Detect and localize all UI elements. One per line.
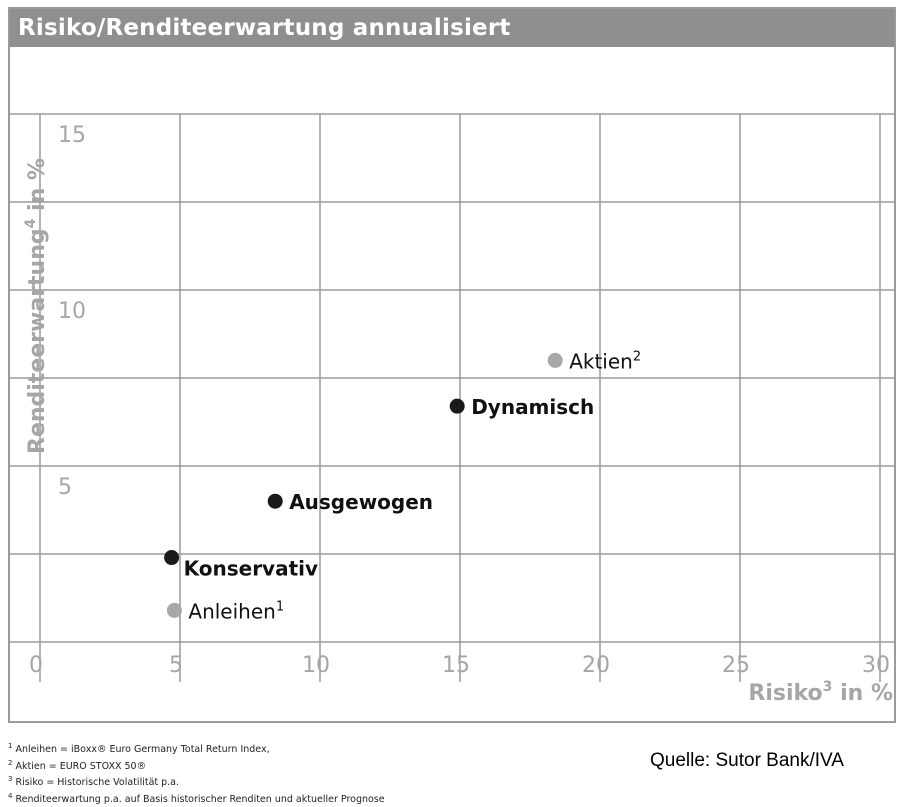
- x-axis-title-unit: in %: [832, 681, 893, 706]
- footnote-text: Renditeerwartung p.a. auf Basis historis…: [12, 794, 385, 806]
- source-note: Quelle: Sutor Bank/IVA: [650, 750, 844, 771]
- footnote-row: 1 Anleihen = iBoxx® Euro Germany Total R…: [8, 740, 385, 757]
- footnote-text: Risiko = Historische Volatilität p.a.: [12, 777, 180, 789]
- data-label-name: Aktien: [569, 349, 633, 373]
- x-axis-title: Risiko3 in %: [748, 679, 893, 706]
- y-axis-title-main: Renditeerwartung: [25, 228, 50, 454]
- x-tick-label: 25: [722, 653, 750, 678]
- x-tick-label: 5: [169, 653, 183, 678]
- x-tick-label: 15: [442, 653, 470, 678]
- data-point: [449, 398, 465, 414]
- data-point: [164, 550, 180, 566]
- data-points: Anleihen1 Konservativ Ausgewogen Dynamisch A…: [164, 349, 641, 623]
- footnote-marker: 1: [8, 742, 13, 750]
- x-tick-label: 30: [862, 653, 890, 678]
- footnote-row: 3 Risiko = Historische Volatilität p.a.: [8, 773, 385, 790]
- data-label-name: Anleihen: [188, 599, 275, 623]
- data-label-name: Konservativ: [184, 557, 318, 581]
- y-tick-label: 5: [58, 475, 72, 500]
- footnote-marker: 3: [8, 775, 13, 784]
- data-label: Aktien2: [569, 349, 641, 373]
- data-label: Konservativ: [184, 557, 318, 581]
- footnote-text: Aktien = EURO STOXX 50®: [12, 760, 147, 772]
- x-tick-label: 20: [582, 653, 610, 678]
- data-label: Dynamisch: [471, 395, 594, 419]
- data-label-sup: 2: [633, 349, 641, 364]
- axis-ticks: 0 5 10 15 20 25 30 5 10 15: [29, 123, 890, 678]
- y-tick-label: 10: [58, 299, 86, 324]
- y-tick-label: 15: [58, 123, 86, 148]
- footnote-row: 4 Renditeerwartung p.a. auf Basis histor…: [8, 790, 385, 807]
- grid-lines: [10, 113, 896, 682]
- x-axis-title-sup: 3: [823, 679, 833, 695]
- y-axis-title-unit: in %: [25, 158, 50, 219]
- chart-frame: Risiko/Renditeerwartung annualisiert: [8, 7, 896, 723]
- scatter-chart: 0 5 10 15 20 25 30 5 10 15 Risiko3 in % Renditeer…: [10, 113, 896, 706]
- footnote-text: Anleihen = iBoxx® Euro Germany Total Ret…: [12, 744, 270, 756]
- footnotes: 1 Anleihen = iBoxx® Euro Germany Total R…: [8, 740, 385, 807]
- x-axis-title-main: Risiko: [748, 681, 822, 706]
- x-tick-label: 0: [29, 653, 43, 678]
- y-axis-title-sup: 4: [23, 218, 39, 228]
- data-point: [166, 602, 182, 618]
- data-label-name: Ausgewogen: [289, 490, 433, 514]
- x-tick-label: 10: [302, 653, 330, 678]
- data-label: Anleihen1: [188, 599, 284, 623]
- data-point: [547, 352, 563, 368]
- footnote-marker: 2: [8, 758, 13, 767]
- chart-title: Risiko/Renditeerwartung annualisiert: [10, 9, 894, 47]
- footnote-row: 2 Aktien = EURO STOXX 50®: [8, 757, 385, 774]
- data-label-sup: 1: [276, 599, 284, 614]
- data-label: Ausgewogen: [289, 490, 433, 514]
- data-label-name: Dynamisch: [471, 395, 594, 419]
- y-axis-title: Renditeerwartung4 in %: [23, 158, 50, 454]
- data-point: [267, 493, 283, 509]
